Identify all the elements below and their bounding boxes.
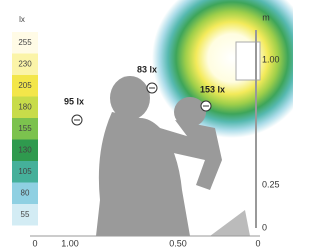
x-tick-label: 1.00 bbox=[61, 238, 79, 248]
marker bbox=[72, 115, 82, 125]
diagram: lx 255 230 205 180 155 130 105 80 55 95 lx 83 lx… bbox=[0, 0, 293, 252]
x-tick-label: 0.50 bbox=[169, 238, 187, 248]
floor-shadow bbox=[210, 210, 250, 236]
legend-label: 255 bbox=[18, 38, 32, 47]
x-tick-label: 0 bbox=[32, 238, 37, 248]
lux-label: 95 lx bbox=[64, 96, 84, 106]
legend-label: 55 bbox=[21, 210, 30, 219]
legend: 255 230 205 180 155 130 105 80 55 bbox=[12, 32, 38, 226]
right-axis-unit: m bbox=[262, 12, 270, 22]
y-tick-label: 0.25 bbox=[262, 179, 280, 189]
legend-label: 205 bbox=[18, 81, 32, 90]
legend-unit: lx bbox=[19, 15, 25, 24]
marker bbox=[147, 83, 157, 93]
lux-label: 153 lx bbox=[200, 84, 225, 94]
y-tick-label: 1.00 bbox=[262, 54, 280, 64]
legend-label: 230 bbox=[18, 59, 32, 68]
x-tick-label: 0 bbox=[255, 238, 260, 248]
legend-label: 80 bbox=[21, 188, 30, 197]
legend-label: 155 bbox=[18, 124, 32, 133]
marker bbox=[201, 101, 211, 111]
legend-label: 180 bbox=[18, 102, 32, 111]
legend-label: 130 bbox=[18, 145, 32, 154]
light-glow bbox=[152, 0, 293, 138]
y-tick-label: 0 bbox=[262, 222, 267, 232]
legend-label: 105 bbox=[18, 167, 32, 176]
lux-label: 83 lx bbox=[137, 64, 157, 74]
